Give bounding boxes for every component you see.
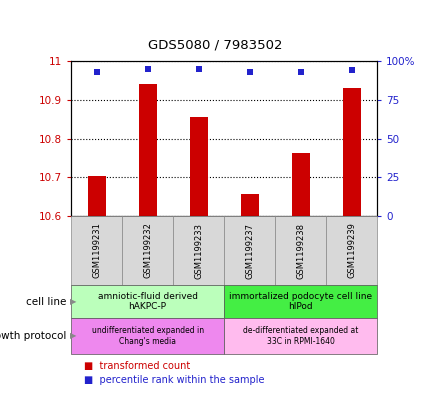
Text: GSM1199238: GSM1199238	[295, 222, 304, 279]
Point	[195, 66, 202, 72]
Bar	[173, 216, 224, 285]
Point	[347, 67, 354, 73]
Text: ■  percentile rank within the sample: ■ percentile rank within the sample	[84, 375, 264, 385]
Text: cell line: cell line	[26, 297, 67, 307]
Point	[144, 66, 150, 72]
Bar	[87, 176, 105, 216]
Text: growth protocol: growth protocol	[0, 331, 67, 341]
Text: GSM1199237: GSM1199237	[245, 222, 254, 279]
Bar	[224, 285, 376, 318]
Text: de-differentiated expanded at
33C in RPMI-1640: de-differentiated expanded at 33C in RPM…	[243, 326, 357, 346]
Point	[297, 69, 304, 75]
Bar	[138, 84, 156, 216]
Bar	[71, 216, 122, 285]
Point	[93, 69, 100, 75]
Text: GSM1199239: GSM1199239	[346, 222, 355, 279]
Bar	[342, 88, 360, 216]
Bar	[291, 153, 309, 216]
Text: immortalized podocyte cell line
hIPod: immortalized podocyte cell line hIPod	[228, 292, 372, 311]
Bar	[71, 285, 224, 318]
Bar	[326, 216, 376, 285]
Bar	[224, 216, 274, 285]
Bar	[274, 216, 326, 285]
Text: amniotic-fluid derived
hAKPC-P: amniotic-fluid derived hAKPC-P	[97, 292, 197, 311]
Text: GSM1199232: GSM1199232	[143, 222, 152, 279]
Bar	[240, 194, 258, 216]
Bar	[122, 216, 173, 285]
Text: undifferentiated expanded in
Chang's media: undifferentiated expanded in Chang's med…	[91, 326, 203, 346]
Text: GSM1199231: GSM1199231	[92, 222, 101, 279]
Point	[246, 69, 252, 75]
Text: GDS5080 / 7983502: GDS5080 / 7983502	[148, 38, 282, 51]
Bar	[71, 318, 224, 354]
Bar	[189, 117, 207, 216]
Text: GSM1199233: GSM1199233	[194, 222, 203, 279]
Text: ■  transformed count: ■ transformed count	[84, 361, 190, 371]
Bar	[224, 318, 376, 354]
Text: ▶: ▶	[70, 332, 76, 340]
Text: ▶: ▶	[70, 297, 76, 306]
